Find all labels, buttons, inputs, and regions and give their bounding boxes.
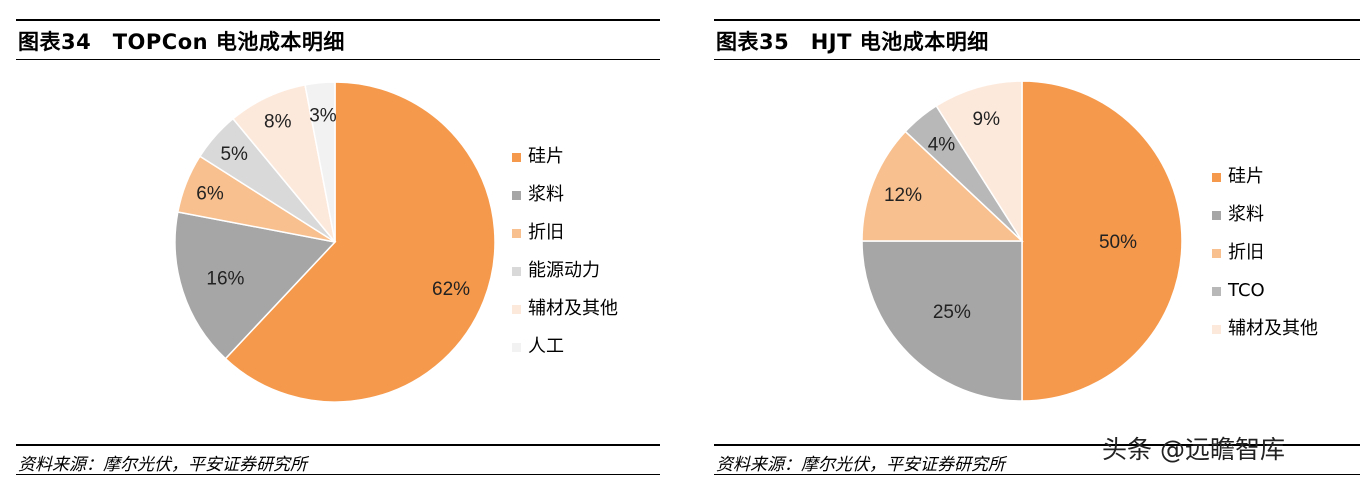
- source-top-rule: [714, 444, 1360, 446]
- legend-label: 能源动力: [528, 260, 600, 281]
- legend-label: 浆料: [528, 184, 564, 205]
- data-label-5: 9%: [973, 109, 1001, 130]
- data-label-2: 25%: [933, 302, 971, 323]
- data-label-4: 5%: [220, 144, 248, 165]
- pie-slice-6: [304, 81, 336, 243]
- legend-swatch: [1212, 287, 1221, 296]
- title-rule: [16, 59, 660, 60]
- data-label-6: 3%: [309, 106, 337, 127]
- legend-swatch: [512, 305, 521, 314]
- data-label-3: 6%: [196, 184, 224, 205]
- data-label-2: 16%: [206, 269, 244, 290]
- legend-label: 硅片: [528, 146, 564, 167]
- legend-label: 人工: [528, 336, 564, 357]
- legend-swatch: [1212, 325, 1221, 334]
- data-label-1: 62%: [432, 279, 470, 300]
- legend-label: 浆料: [1228, 204, 1264, 225]
- legend-swatch: [512, 153, 521, 162]
- legend-swatch: [512, 191, 521, 200]
- data-label-5: 8%: [264, 111, 292, 132]
- pie-slice-5: [935, 80, 1023, 244]
- hjt-chart-panel: 图表35 HJT 电池成本明细 50% 25% 12% 4% 9% 硅片浆料折旧 TCO 辅…: [700, 0, 1364, 481]
- top-rule: [16, 19, 660, 21]
- legend-swatch: [512, 229, 521, 238]
- source-note: 资料来源：摩尔光伏，平安证券研究所: [716, 455, 1005, 475]
- legend-label: 辅材及其他: [528, 298, 618, 319]
- chart-title: 图表34 TOPCon 电池成本明细: [18, 30, 345, 54]
- legend-swatch: [512, 343, 521, 352]
- pie-slice-2: [861, 240, 1023, 402]
- legend-label: TCO: [1228, 280, 1265, 301]
- legend-swatch: [1212, 211, 1221, 220]
- data-label-3: 12%: [884, 185, 922, 206]
- data-label-1: 50%: [1099, 232, 1137, 253]
- legend-swatch: [512, 267, 521, 276]
- watermark: 头条 @远瞻智库: [1102, 435, 1285, 464]
- bottom-rule: [714, 474, 1360, 475]
- legend-label: 折旧: [1228, 242, 1264, 263]
- title-rule: [714, 59, 1360, 60]
- topcon-chart-panel: 图表34 TOPCon 电池成本明细 62% 16% 6% 5% 8% 3% 硅片浆料折旧…: [0, 0, 680, 481]
- source-note: 资料来源：摩尔光伏，平安证券研究所: [18, 455, 307, 475]
- bottom-rule: [16, 474, 660, 475]
- pie-slice-1: [1021, 80, 1183, 402]
- chart-title: 图表35 HJT 电池成本明细: [716, 30, 989, 54]
- legend-label: 折旧: [528, 222, 564, 243]
- legend-swatch: [1212, 173, 1221, 182]
- legend-swatch: [1212, 249, 1221, 258]
- source-top-rule: [16, 444, 660, 446]
- legend-label: 辅材及其他: [1228, 318, 1318, 339]
- data-label-4: 4%: [928, 135, 956, 156]
- top-rule: [714, 19, 1360, 21]
- hjt-pie-chart: 50% 25% 12% 4% 9%: [861, 80, 1183, 402]
- pie-slice-2: [174, 211, 337, 360]
- topcon-pie-chart: 62% 16% 6% 5% 8% 3%: [174, 81, 496, 403]
- legend-label: 硅片: [1228, 166, 1264, 187]
- pie-slice-3: [861, 130, 1024, 242]
- pie-slice-1: [224, 81, 496, 403]
